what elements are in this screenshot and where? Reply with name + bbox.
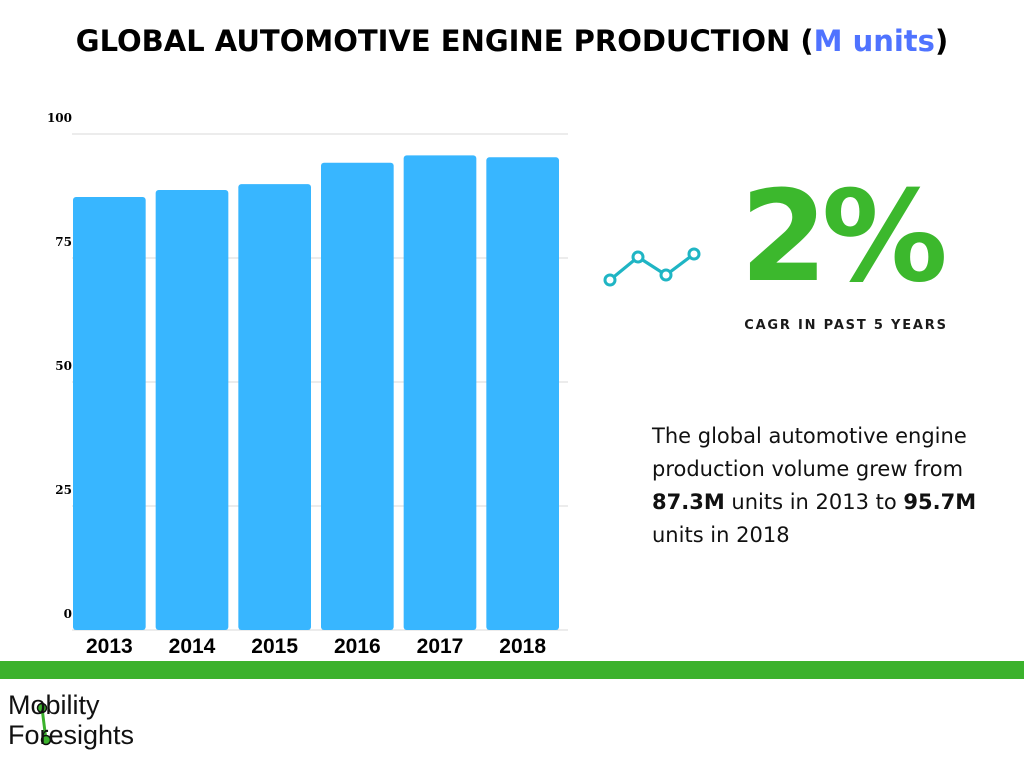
y-tick-label: 50 <box>55 359 72 373</box>
logo-mark-icon <box>36 702 52 746</box>
brand-logo: Mobility Foresights <box>8 690 208 760</box>
bar-2016 <box>321 162 394 630</box>
cagr-label: CAGR IN PAST 5 YEARS <box>744 318 948 333</box>
y-tick-label: 100 <box>47 111 72 125</box>
y-tick-label: 25 <box>55 483 72 497</box>
x-tick-label: 2014 <box>169 635 216 658</box>
bar-2013 <box>73 196 146 630</box>
title-accent-units: M units <box>813 24 935 58</box>
x-tick-label: 2018 <box>499 635 546 658</box>
logo-line-2: Foresights <box>8 720 135 750</box>
x-tick-label: 2015 <box>251 635 298 658</box>
bar-2018 <box>486 157 559 630</box>
description-text: The global automotive engine production … <box>652 420 1002 552</box>
bar-2015 <box>238 184 311 630</box>
desc-end-value: 95.7M <box>903 490 977 514</box>
logo-line-1: Mobility <box>8 690 100 720</box>
cagr-stat-block: 2% CAGR IN PAST 5 YEARS <box>600 174 1000 350</box>
desc-part3: units in 2018 <box>652 523 790 547</box>
y-tick-label: 0 <box>64 607 72 621</box>
y-tick-label: 75 <box>55 235 72 249</box>
x-tick-label: 2017 <box>417 635 464 658</box>
bar-2014 <box>155 190 229 630</box>
page-title: GLOBAL AUTOMOTIVE ENGINE PRODUCTION (M u… <box>0 24 1024 58</box>
x-tick-label: 2016 <box>334 635 381 658</box>
title-suffix: ) <box>934 24 949 58</box>
bar-chart: 0 25 50 75 100 2013 2014 2015 2016 2017 2018 <box>47 111 568 658</box>
desc-part2: units in 2013 to <box>724 490 904 514</box>
title-prefix: GLOBAL AUTOMOTIVE ENGINE PRODUCTION ( <box>75 24 814 58</box>
footer-band <box>0 661 1024 679</box>
desc-part1: The global automotive engine production … <box>652 424 967 481</box>
x-tick-label: 2013 <box>86 635 133 658</box>
cagr-value: 2% <box>740 163 948 310</box>
bar-2017 <box>403 155 477 630</box>
trend-line-icon <box>603 247 701 287</box>
desc-start-value: 87.3M <box>652 490 725 514</box>
